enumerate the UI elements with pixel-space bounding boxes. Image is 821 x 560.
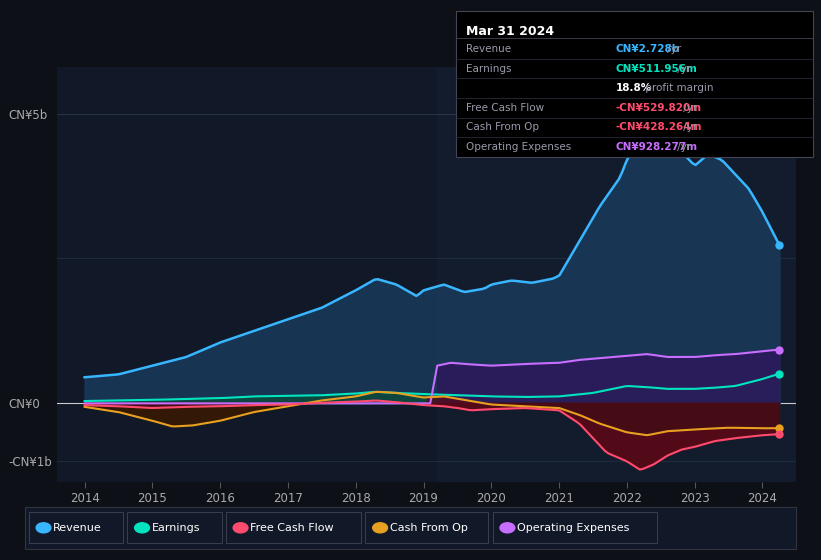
Text: CN¥511.956m: CN¥511.956m [616,64,698,73]
Text: Operating Expenses: Operating Expenses [517,523,630,533]
Text: Revenue: Revenue [466,44,511,54]
Text: -CN¥529.820m: -CN¥529.820m [616,103,702,113]
Text: Free Cash Flow: Free Cash Flow [466,103,544,113]
Bar [437,67,796,482]
Text: Revenue: Revenue [53,523,102,533]
Text: CN¥2.728b: CN¥2.728b [616,44,680,54]
Text: profit margin: profit margin [643,83,714,93]
Text: Earnings: Earnings [466,64,511,73]
Text: /yr: /yr [680,103,697,113]
Point [773,430,786,438]
Point [773,369,786,378]
Text: CN¥928.277m: CN¥928.277m [616,142,698,152]
Text: /yr: /yr [664,44,681,54]
Text: Operating Expenses: Operating Expenses [466,142,571,152]
Point [773,424,786,433]
Text: Cash From Op: Cash From Op [390,523,468,533]
Text: Earnings: Earnings [152,523,200,533]
Text: /yr: /yr [675,64,692,73]
Text: 18.8%: 18.8% [616,83,652,93]
Text: -CN¥428.264m: -CN¥428.264m [616,123,702,132]
Text: Mar 31 2024: Mar 31 2024 [466,25,553,38]
Text: /yr: /yr [680,123,697,132]
Point [773,345,786,354]
Text: Free Cash Flow: Free Cash Flow [250,523,334,533]
Text: Cash From Op: Cash From Op [466,123,539,132]
Text: /yr: /yr [675,142,692,152]
Point [773,241,786,250]
